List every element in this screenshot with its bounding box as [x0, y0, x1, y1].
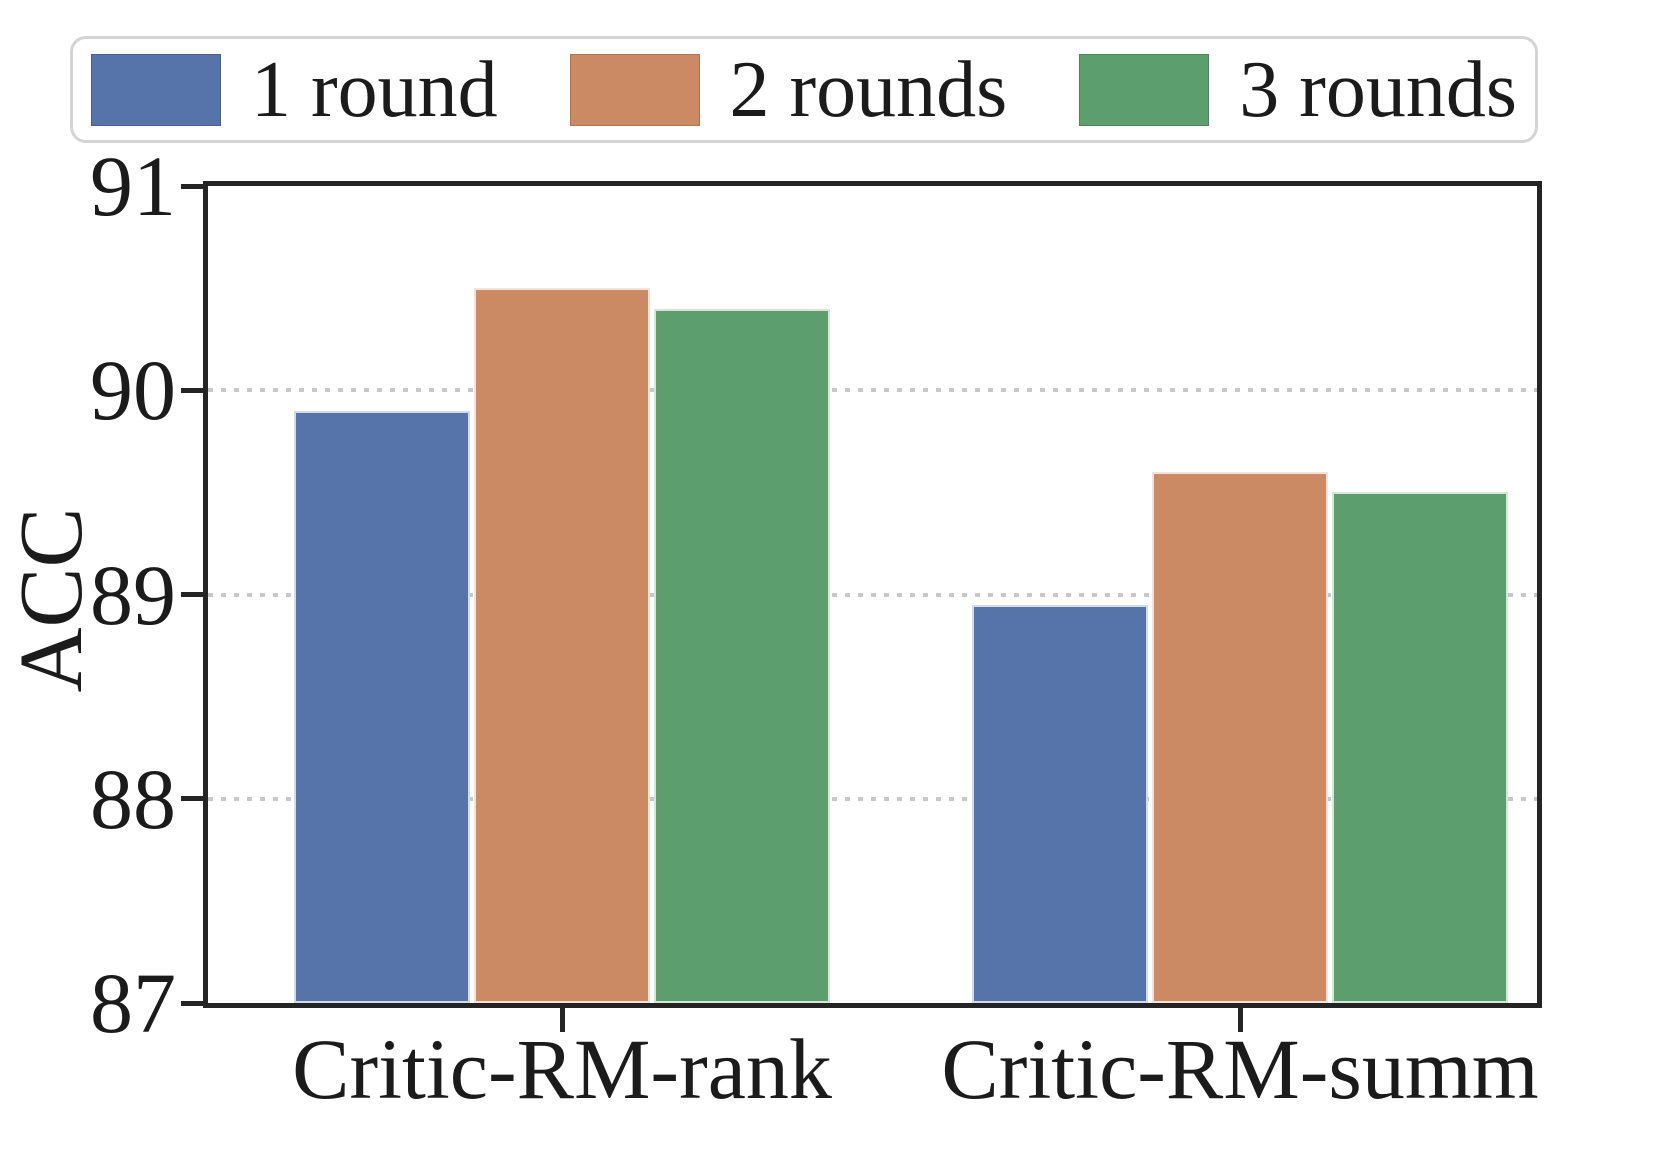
legend-item-1-round: 1 round	[91, 50, 498, 130]
y-tick-87	[181, 1000, 203, 1006]
legend-swatch-2-rounds	[569, 53, 700, 126]
legend-swatch-1-round	[91, 53, 221, 126]
y-tick-88	[181, 796, 203, 802]
bar-Critic-RM-rank-2-rounds	[474, 288, 650, 1003]
x-tick-Critic-RM-summ	[1237, 1008, 1243, 1032]
bar-Critic-RM-summ-3-rounds	[1332, 492, 1508, 1003]
legend-swatch-3-rounds	[1079, 53, 1210, 126]
x-tick-label-Critic-RM-rank: Critic-RM-rank	[292, 1021, 832, 1117]
y-tick-label-89: 89	[90, 546, 176, 643]
y-tick-89	[181, 592, 203, 597]
gridline-88	[208, 796, 1537, 801]
y-tick-label-91: 91	[90, 138, 176, 234]
bar-Critic-RM-summ-1-round	[972, 604, 1148, 1003]
legend-label-3-rounds: 3 rounds	[1239, 45, 1517, 134]
plot-area	[203, 181, 1542, 1008]
x-tick-Critic-RM-rank	[559, 1008, 565, 1032]
gridline-89	[208, 592, 1537, 597]
gridline-90	[208, 388, 1537, 393]
y-tick-label-87: 87	[90, 955, 176, 1051]
y-tick-label-90: 90	[90, 342, 176, 439]
y-tick-91	[181, 183, 203, 189]
bar-Critic-RM-rank-3-rounds	[654, 308, 830, 1003]
bar-Critic-RM-summ-2-rounds	[1152, 471, 1328, 1003]
y-tick-label-88: 88	[90, 750, 176, 847]
y-tick-90	[181, 387, 203, 393]
legend-item-2-rounds: 2 rounds	[569, 45, 1008, 134]
legend-label-1-round: 1 round	[251, 45, 498, 134]
legend-label-2-rounds: 2 rounds	[729, 45, 1008, 134]
legend: 1 round 2 rounds 3 rounds	[70, 36, 1538, 143]
x-tick-label-Critic-RM-summ: Critic-RM-summ	[941, 1021, 1539, 1117]
legend-item-3-rounds: 3 rounds	[1079, 50, 1517, 130]
bar-Critic-RM-rank-1-round	[294, 410, 470, 1003]
